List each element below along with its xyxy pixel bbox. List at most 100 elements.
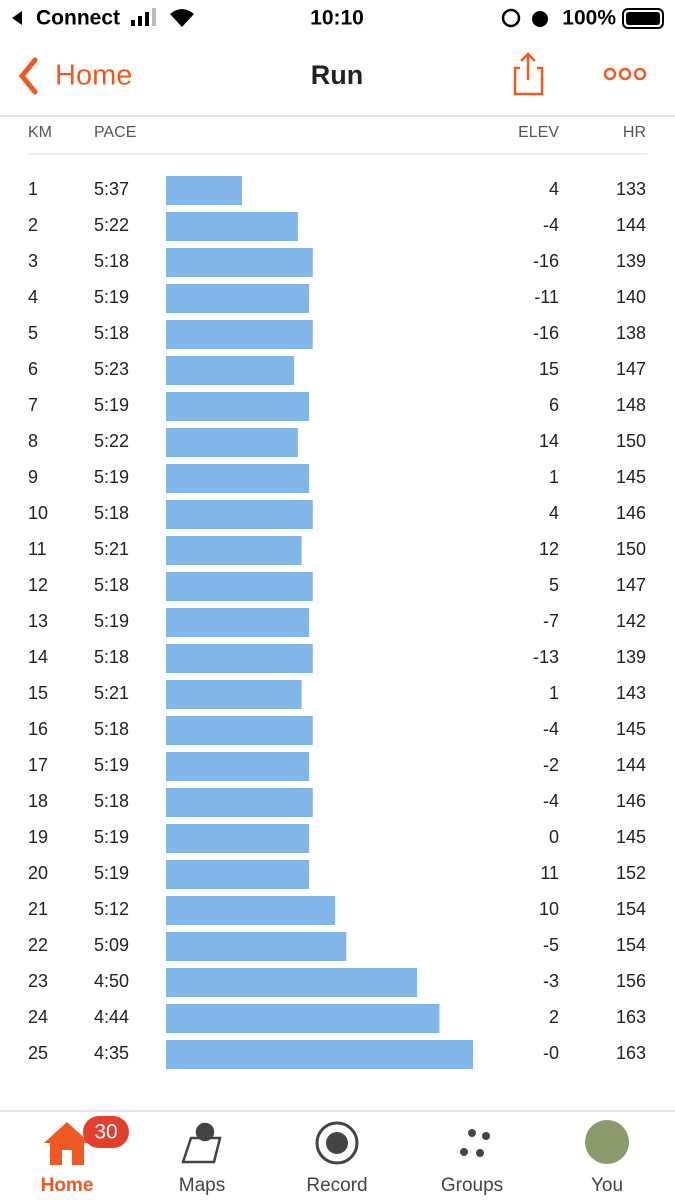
pace: 5:19 [94, 863, 129, 883]
carrier: Connect [36, 7, 120, 30]
elevation: 0 [549, 827, 559, 847]
heart-rate: 154 [616, 899, 646, 919]
battery-icon [622, 8, 664, 29]
pace-bar [166, 464, 310, 493]
avatar[interactable] [585, 1120, 629, 1164]
share-button[interactable] [513, 52, 544, 96]
elevation: 15 [539, 359, 559, 379]
pace-bar [166, 1040, 473, 1069]
elevation: -13 [533, 647, 559, 667]
tab-label[interactable]: Home [41, 1175, 94, 1196]
pace-bar [166, 824, 310, 853]
pace: 5:18 [94, 791, 129, 811]
heart-rate: 150 [616, 539, 646, 559]
pace-bar [166, 572, 313, 601]
pace: 5:19 [94, 467, 129, 487]
pace-bar [166, 176, 242, 205]
home-icon [44, 1122, 90, 1165]
km: 14 [28, 647, 48, 667]
pace: 5:22 [94, 215, 129, 235]
km: 23 [28, 971, 48, 991]
pace-bar [166, 860, 310, 889]
pace-bar [166, 896, 336, 925]
heart-rate: 148 [616, 395, 646, 415]
elevation: -4 [543, 215, 559, 235]
pace-bar [166, 968, 418, 997]
pace-bar [166, 644, 313, 673]
pace-bar [166, 536, 302, 565]
column-header: ELEV [518, 124, 559, 141]
tab-label[interactable]: You [591, 1175, 623, 1196]
heart-rate: 143 [616, 683, 646, 703]
pace: 5:21 [94, 683, 129, 703]
km: 16 [28, 719, 48, 739]
elevation: 1 [549, 467, 559, 487]
heart-rate: 163 [616, 1007, 646, 1027]
elevation: 1 [549, 683, 559, 703]
pace: 5:18 [94, 647, 129, 667]
pace-bar [166, 788, 313, 817]
elevation: -16 [533, 323, 559, 343]
km: 17 [28, 755, 48, 775]
heart-rate: 138 [616, 323, 646, 343]
pace-bar [166, 680, 302, 709]
heart-rate: 154 [616, 935, 646, 955]
pace-bar [166, 356, 295, 385]
pace: 5:18 [94, 503, 129, 523]
heart-rate: 163 [616, 1043, 646, 1063]
pace-bar [166, 320, 313, 349]
pace-bar [166, 248, 313, 277]
pace: 5:18 [94, 323, 129, 343]
pace-bar [166, 608, 310, 637]
pace: 5:19 [94, 755, 129, 775]
heart-rate: 140 [616, 287, 646, 307]
km: 2 [28, 215, 38, 235]
km: 25 [28, 1043, 48, 1063]
heart-rate: 147 [616, 575, 646, 595]
elevation: 14 [539, 431, 559, 451]
pace: 5:19 [94, 287, 129, 307]
elevation: -2 [543, 755, 559, 775]
pace-bar [166, 212, 298, 241]
elevation: 6 [549, 395, 559, 415]
elevation: 5 [549, 575, 559, 595]
pace: 5:18 [94, 575, 129, 595]
elevation: 4 [549, 503, 559, 523]
elevation: 11 [540, 863, 559, 883]
tab-label[interactable]: Maps [179, 1175, 225, 1196]
tab-label[interactable]: Record [306, 1175, 367, 1196]
badge-bg [83, 1116, 129, 1148]
record-icon [315, 1121, 359, 1165]
heart-rate: 133 [616, 179, 646, 199]
pace-bar [166, 1004, 440, 1033]
tab-label[interactable]: Groups [441, 1175, 503, 1196]
heart-rate: 144 [616, 755, 646, 775]
km: 20 [28, 863, 48, 883]
pace: 5:12 [94, 899, 129, 919]
km: 8 [28, 431, 38, 451]
more-button[interactable] [603, 67, 647, 81]
pace: 4:50 [94, 971, 129, 991]
elevation: -4 [543, 719, 559, 739]
km: 4 [28, 287, 38, 307]
back-icon[interactable] [18, 57, 38, 95]
maps-icon [181, 1122, 222, 1164]
km: 9 [28, 467, 38, 487]
km: 21 [28, 899, 48, 919]
back-button[interactable]: Home [55, 60, 132, 92]
pace-bar [166, 932, 347, 961]
heart-rate: 144 [616, 215, 646, 235]
heart-rate: 156 [616, 971, 646, 991]
groups-icon [460, 1129, 490, 1157]
pace: 4:35 [94, 1043, 129, 1063]
pace: 5:19 [94, 827, 129, 847]
heart-rate: 145 [616, 467, 646, 487]
heart-rate: 146 [616, 791, 646, 811]
elevation: 4 [549, 179, 559, 199]
km: 3 [28, 251, 38, 271]
pace-bar [166, 428, 298, 457]
km: 18 [28, 791, 48, 811]
km: 11 [28, 539, 47, 559]
heart-rate: 146 [616, 503, 646, 523]
